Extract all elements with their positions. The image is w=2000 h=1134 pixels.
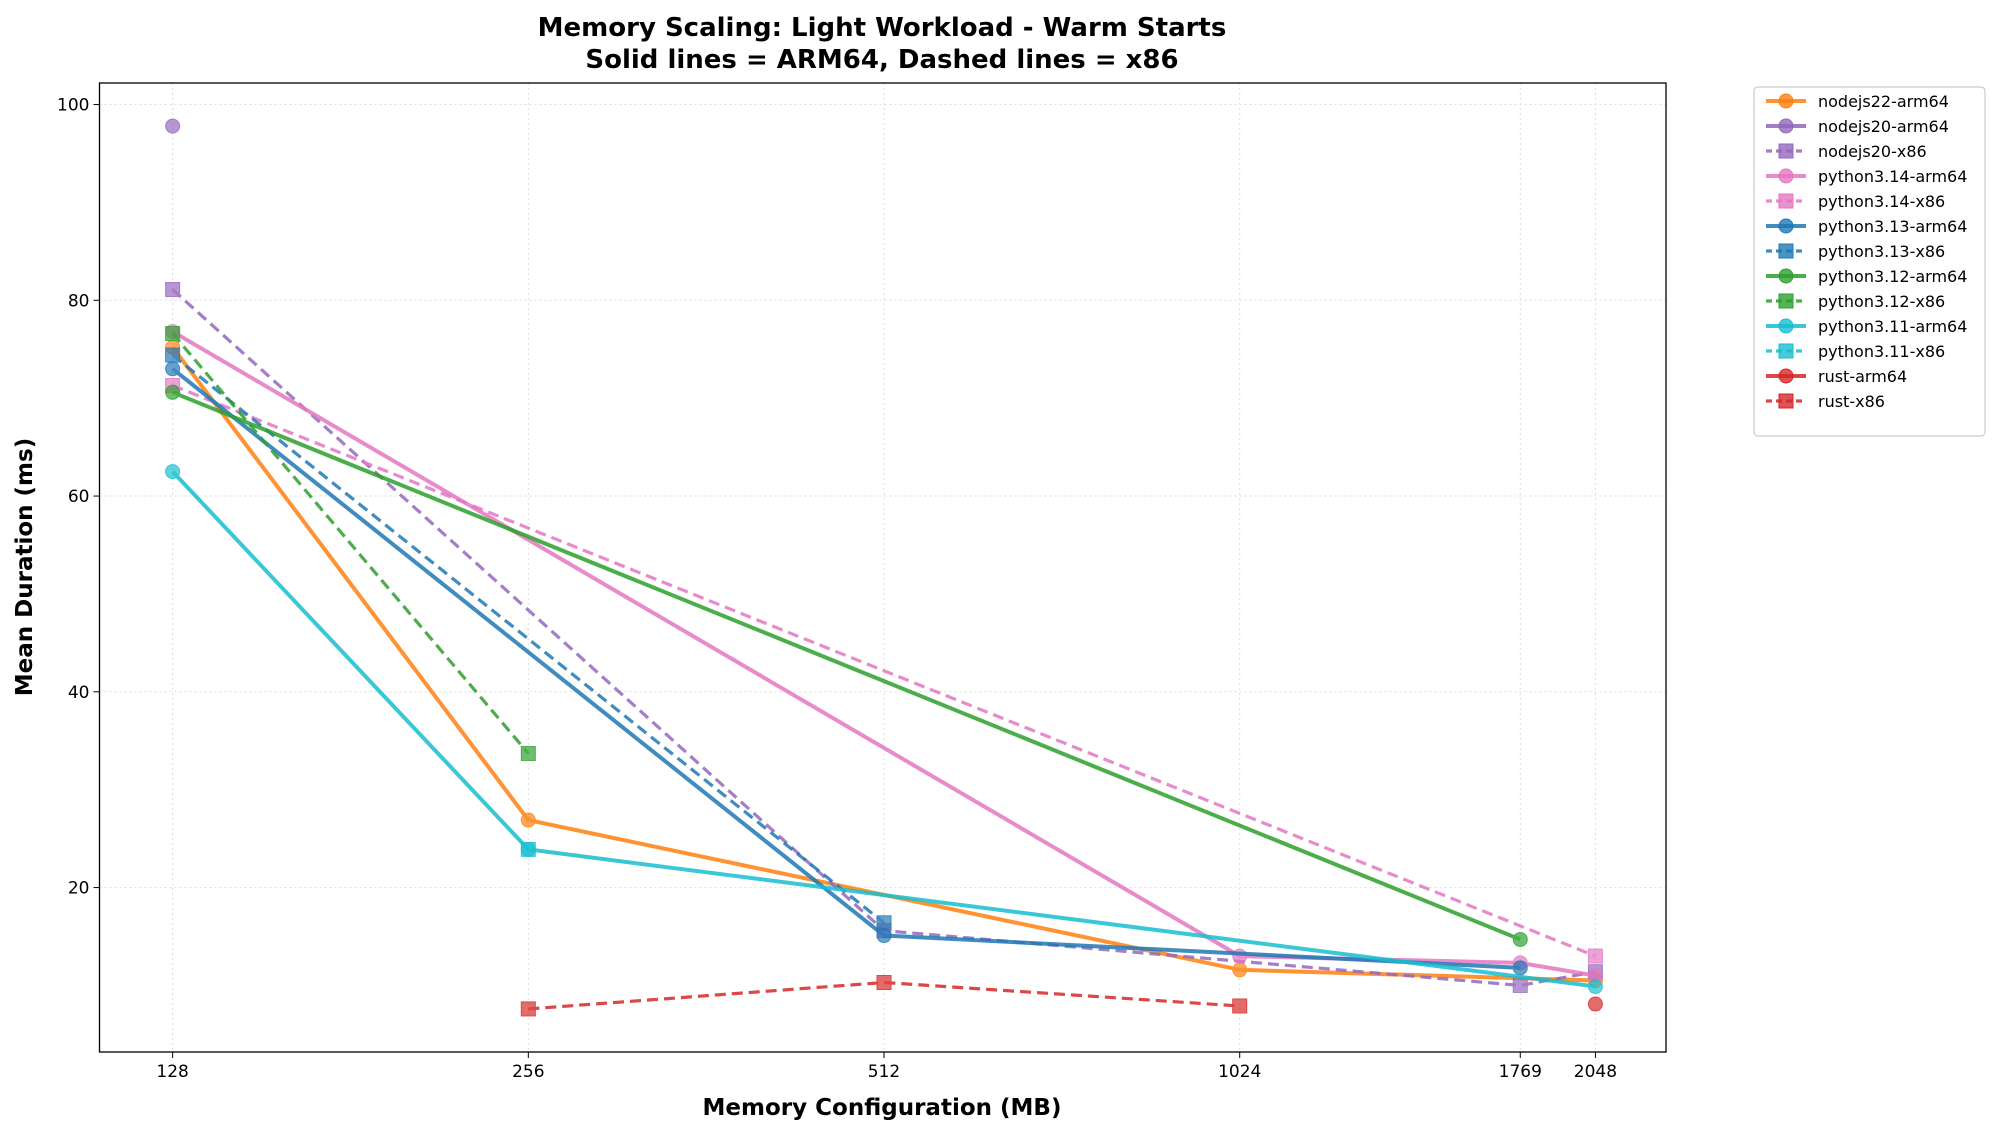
legend-marker (1778, 368, 1794, 384)
data-point (1587, 948, 1603, 964)
legend-item: python3.11-arm64 (1766, 317, 1967, 336)
legend-marker (1778, 218, 1794, 234)
legend: nodejs22-arm64 nodejs20-arm64 nodejs20-x86… (1753, 86, 1986, 437)
legend-marker (1778, 343, 1794, 359)
legend-label: python3.13-x86 (1818, 242, 1945, 261)
legend-label: nodejs22-arm64 (1818, 92, 1949, 111)
data-point (165, 464, 181, 480)
x-tick-label: 1769 (1499, 1062, 1542, 1082)
legend-item: python3.12-arm64 (1766, 267, 1967, 286)
legend-label: rust-arm64 (1818, 367, 1907, 386)
data-point (1232, 962, 1248, 978)
data-point (1232, 998, 1248, 1014)
data-point (1512, 931, 1528, 947)
legend-label: python3.14-arm64 (1818, 167, 1967, 186)
series-group (165, 118, 1603, 1017)
legend-label: python3.14-x86 (1818, 192, 1945, 211)
legend-item: nodejs20-x86 (1766, 142, 1927, 161)
data-point (165, 347, 181, 363)
data-point (876, 915, 892, 931)
legend-item: rust-x86 (1766, 392, 1885, 411)
legend-marker (1778, 268, 1794, 284)
data-point (165, 361, 181, 377)
x-axis-label: Memory Configuration (MB) (703, 1095, 1062, 1121)
data-point (520, 841, 536, 857)
legend-marker (1778, 318, 1794, 334)
legend-item: python3.14-arm64 (1766, 167, 1967, 186)
legend-marker (1778, 93, 1794, 109)
legend-item: python3.12-x86 (1766, 292, 1945, 311)
chart-subtitle: Solid lines = ARM64, Dashed lines = x86 (585, 45, 1178, 75)
series-rust-arm64 (1587, 996, 1603, 1012)
x-tick-label: 1024 (1218, 1062, 1261, 1082)
y-tick-label: 60 (68, 487, 90, 507)
data-point (165, 282, 181, 298)
legend-marker (1778, 293, 1794, 309)
x-tick-label: 512 (868, 1062, 900, 1082)
plot-frame (98, 82, 1667, 1053)
series-line (171, 367, 1521, 970)
legend-label: python3.13-arm64 (1818, 217, 1967, 236)
data-point (1587, 996, 1603, 1012)
series-line (171, 332, 530, 755)
data-point (1512, 977, 1528, 993)
data-point (1587, 978, 1603, 994)
legend-marker (1778, 118, 1794, 134)
x-tick-label: 2048 (1574, 1062, 1617, 1082)
series-rust-x86 (520, 975, 1248, 1017)
chart-title: Memory Scaling: Light Workload - Warm St… (538, 13, 1227, 43)
legend-label: rust-x86 (1818, 392, 1885, 411)
legend-label: python3.11-x86 (1818, 342, 1945, 361)
series-line (171, 288, 1596, 988)
data-point (165, 384, 181, 400)
data-point (1512, 960, 1528, 976)
series-python3.14-x86 (165, 377, 1603, 964)
legend-marker (1778, 243, 1794, 259)
legend-label: python3.12-x86 (1818, 292, 1945, 311)
legend-item: python3.13-x86 (1766, 242, 1945, 261)
legend-label: nodejs20-x86 (1818, 142, 1927, 161)
legend-marker (1778, 143, 1794, 159)
data-point (165, 326, 181, 342)
series-python3.11-x86 (520, 841, 536, 857)
series-python3.13-arm64 (165, 361, 1528, 976)
series-python3.13-x86 (165, 347, 892, 931)
y-tick-label: 40 (68, 683, 90, 703)
data-point (520, 745, 536, 761)
series-line (172, 383, 1597, 958)
legend-item: nodejs22-arm64 (1766, 92, 1949, 111)
legend-label: python3.11-arm64 (1818, 317, 1967, 336)
legend-item: python3.14-x86 (1766, 192, 1945, 211)
series-line (171, 353, 886, 925)
y-axis-label: Mean Duration (ms) (12, 438, 38, 696)
legend-marker (1778, 168, 1794, 184)
x-tick-label: 256 (512, 1062, 544, 1082)
grid (99, 83, 1666, 1052)
legend-item: python3.13-arm64 (1766, 217, 1967, 236)
data-point (520, 1001, 536, 1017)
series-nodejs20-arm64 (165, 118, 181, 134)
data-point (876, 975, 892, 991)
data-point (876, 928, 892, 944)
legend-marker (1778, 193, 1794, 209)
legend-item: rust-arm64 (1766, 367, 1907, 386)
legend-item: nodejs20-arm64 (1766, 117, 1949, 136)
series-python3.12-arm64 (165, 384, 1528, 947)
legend-frame (1753, 86, 1986, 437)
ticks: 128 256 512 1024 1769 2048 20 40 60 80 100 (57, 96, 1617, 1082)
data-point (165, 118, 181, 134)
y-tick-label: 20 (68, 879, 90, 899)
data-point (520, 812, 536, 828)
y-tick-label: 100 (57, 96, 89, 116)
series-line (171, 390, 1522, 942)
series-python3.12-x86 (165, 326, 536, 761)
x-tick-label: 128 (156, 1062, 188, 1082)
legend-label: python3.12-arm64 (1818, 267, 1967, 286)
y-tick-label: 80 (68, 291, 90, 311)
legend-item: python3.11-x86 (1766, 342, 1945, 361)
data-point (1232, 948, 1248, 964)
legend-marker (1778, 393, 1794, 409)
legend-label: nodejs20-arm64 (1818, 117, 1949, 136)
